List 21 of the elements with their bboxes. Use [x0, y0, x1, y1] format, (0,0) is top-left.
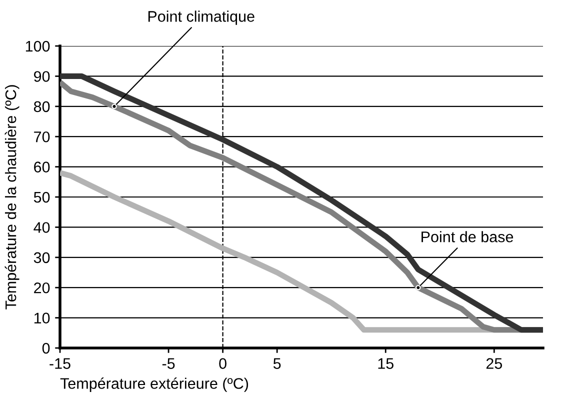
y-tick-label: 100	[26, 40, 50, 52]
annotation: Point de base	[422, 231, 514, 242]
y-tick-label: 50	[34, 192, 50, 203]
x-tick-label: 15	[378, 358, 394, 369]
x-tick-label: 0	[219, 358, 226, 369]
y-tick-label: 80	[34, 101, 50, 112]
y-tick-label: 40	[34, 222, 50, 233]
y-tick-label: 0	[42, 342, 50, 354]
y-tick-label: 20	[34, 282, 50, 294]
y-tick-label: 10	[34, 312, 50, 324]
y-tick-label: 30	[34, 252, 50, 264]
y-tick-label: 90	[34, 71, 50, 82]
x-tick-label: -5	[162, 358, 175, 369]
annotation: Point climatique	[148, 10, 254, 25]
x-axis-title: Température extérieure (ºC)	[60, 378, 248, 392]
y-tick-label: 70	[34, 131, 50, 142]
y-tick-label: 60	[34, 162, 50, 172]
y-axis-title: Température de la chaudière (ºC)	[4, 85, 20, 310]
x-tick-label: 5	[273, 358, 281, 369]
x-tick-label: -15	[50, 358, 70, 369]
x-tick-label: 25	[486, 358, 502, 369]
